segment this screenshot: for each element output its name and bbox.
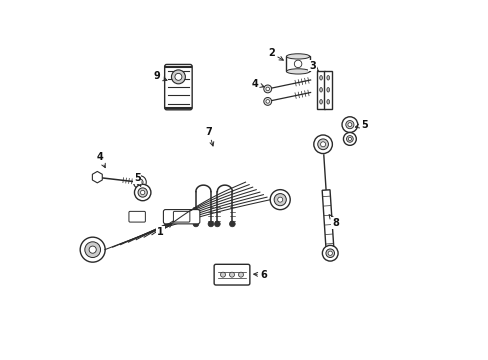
Text: 1: 1 <box>157 224 171 237</box>
Bar <box>286 57 309 71</box>
Circle shape <box>274 194 285 206</box>
Ellipse shape <box>286 54 309 59</box>
Circle shape <box>347 123 351 127</box>
Circle shape <box>265 100 269 103</box>
Text: 4: 4 <box>96 152 105 168</box>
Circle shape <box>229 221 235 227</box>
Text: 8: 8 <box>328 215 338 228</box>
Circle shape <box>136 179 143 185</box>
Ellipse shape <box>319 87 322 92</box>
Circle shape <box>313 135 332 154</box>
Bar <box>324 71 332 109</box>
Circle shape <box>84 242 101 257</box>
Circle shape <box>325 249 334 257</box>
Circle shape <box>270 190 290 210</box>
FancyBboxPatch shape <box>163 210 200 224</box>
Circle shape <box>193 221 198 227</box>
Circle shape <box>320 142 325 147</box>
Circle shape <box>317 139 328 150</box>
Circle shape <box>345 121 353 129</box>
FancyBboxPatch shape <box>164 64 192 110</box>
Circle shape <box>80 237 105 262</box>
Text: 7: 7 <box>205 127 213 146</box>
Circle shape <box>134 184 151 201</box>
FancyBboxPatch shape <box>129 211 145 222</box>
Circle shape <box>346 136 352 142</box>
Circle shape <box>294 60 301 68</box>
Circle shape <box>175 73 182 80</box>
Text: 6: 6 <box>253 270 267 280</box>
Text: 5: 5 <box>355 120 367 130</box>
Circle shape <box>133 176 146 189</box>
Circle shape <box>229 272 234 277</box>
Circle shape <box>140 190 144 195</box>
Ellipse shape <box>326 100 329 104</box>
Circle shape <box>238 272 243 277</box>
FancyBboxPatch shape <box>173 211 189 222</box>
Circle shape <box>327 251 332 255</box>
Circle shape <box>138 188 147 197</box>
Text: 2: 2 <box>267 48 283 60</box>
Circle shape <box>322 246 337 261</box>
Circle shape <box>347 137 351 140</box>
Bar <box>316 71 325 109</box>
Circle shape <box>207 221 213 227</box>
Circle shape <box>220 272 225 277</box>
Text: 3: 3 <box>308 61 318 71</box>
Ellipse shape <box>319 100 322 104</box>
Ellipse shape <box>286 69 309 74</box>
Circle shape <box>263 98 271 105</box>
Text: 9: 9 <box>153 71 166 81</box>
Ellipse shape <box>326 76 329 80</box>
Ellipse shape <box>319 76 322 80</box>
FancyBboxPatch shape <box>214 264 249 285</box>
Circle shape <box>343 132 356 145</box>
Circle shape <box>341 117 357 132</box>
Text: 4: 4 <box>251 78 264 89</box>
Circle shape <box>214 221 220 227</box>
Circle shape <box>265 87 269 91</box>
Ellipse shape <box>326 87 329 92</box>
Text: 5: 5 <box>134 173 141 186</box>
Circle shape <box>171 70 185 84</box>
Polygon shape <box>322 190 333 253</box>
Circle shape <box>89 246 96 253</box>
Circle shape <box>277 197 282 202</box>
Circle shape <box>263 85 271 93</box>
